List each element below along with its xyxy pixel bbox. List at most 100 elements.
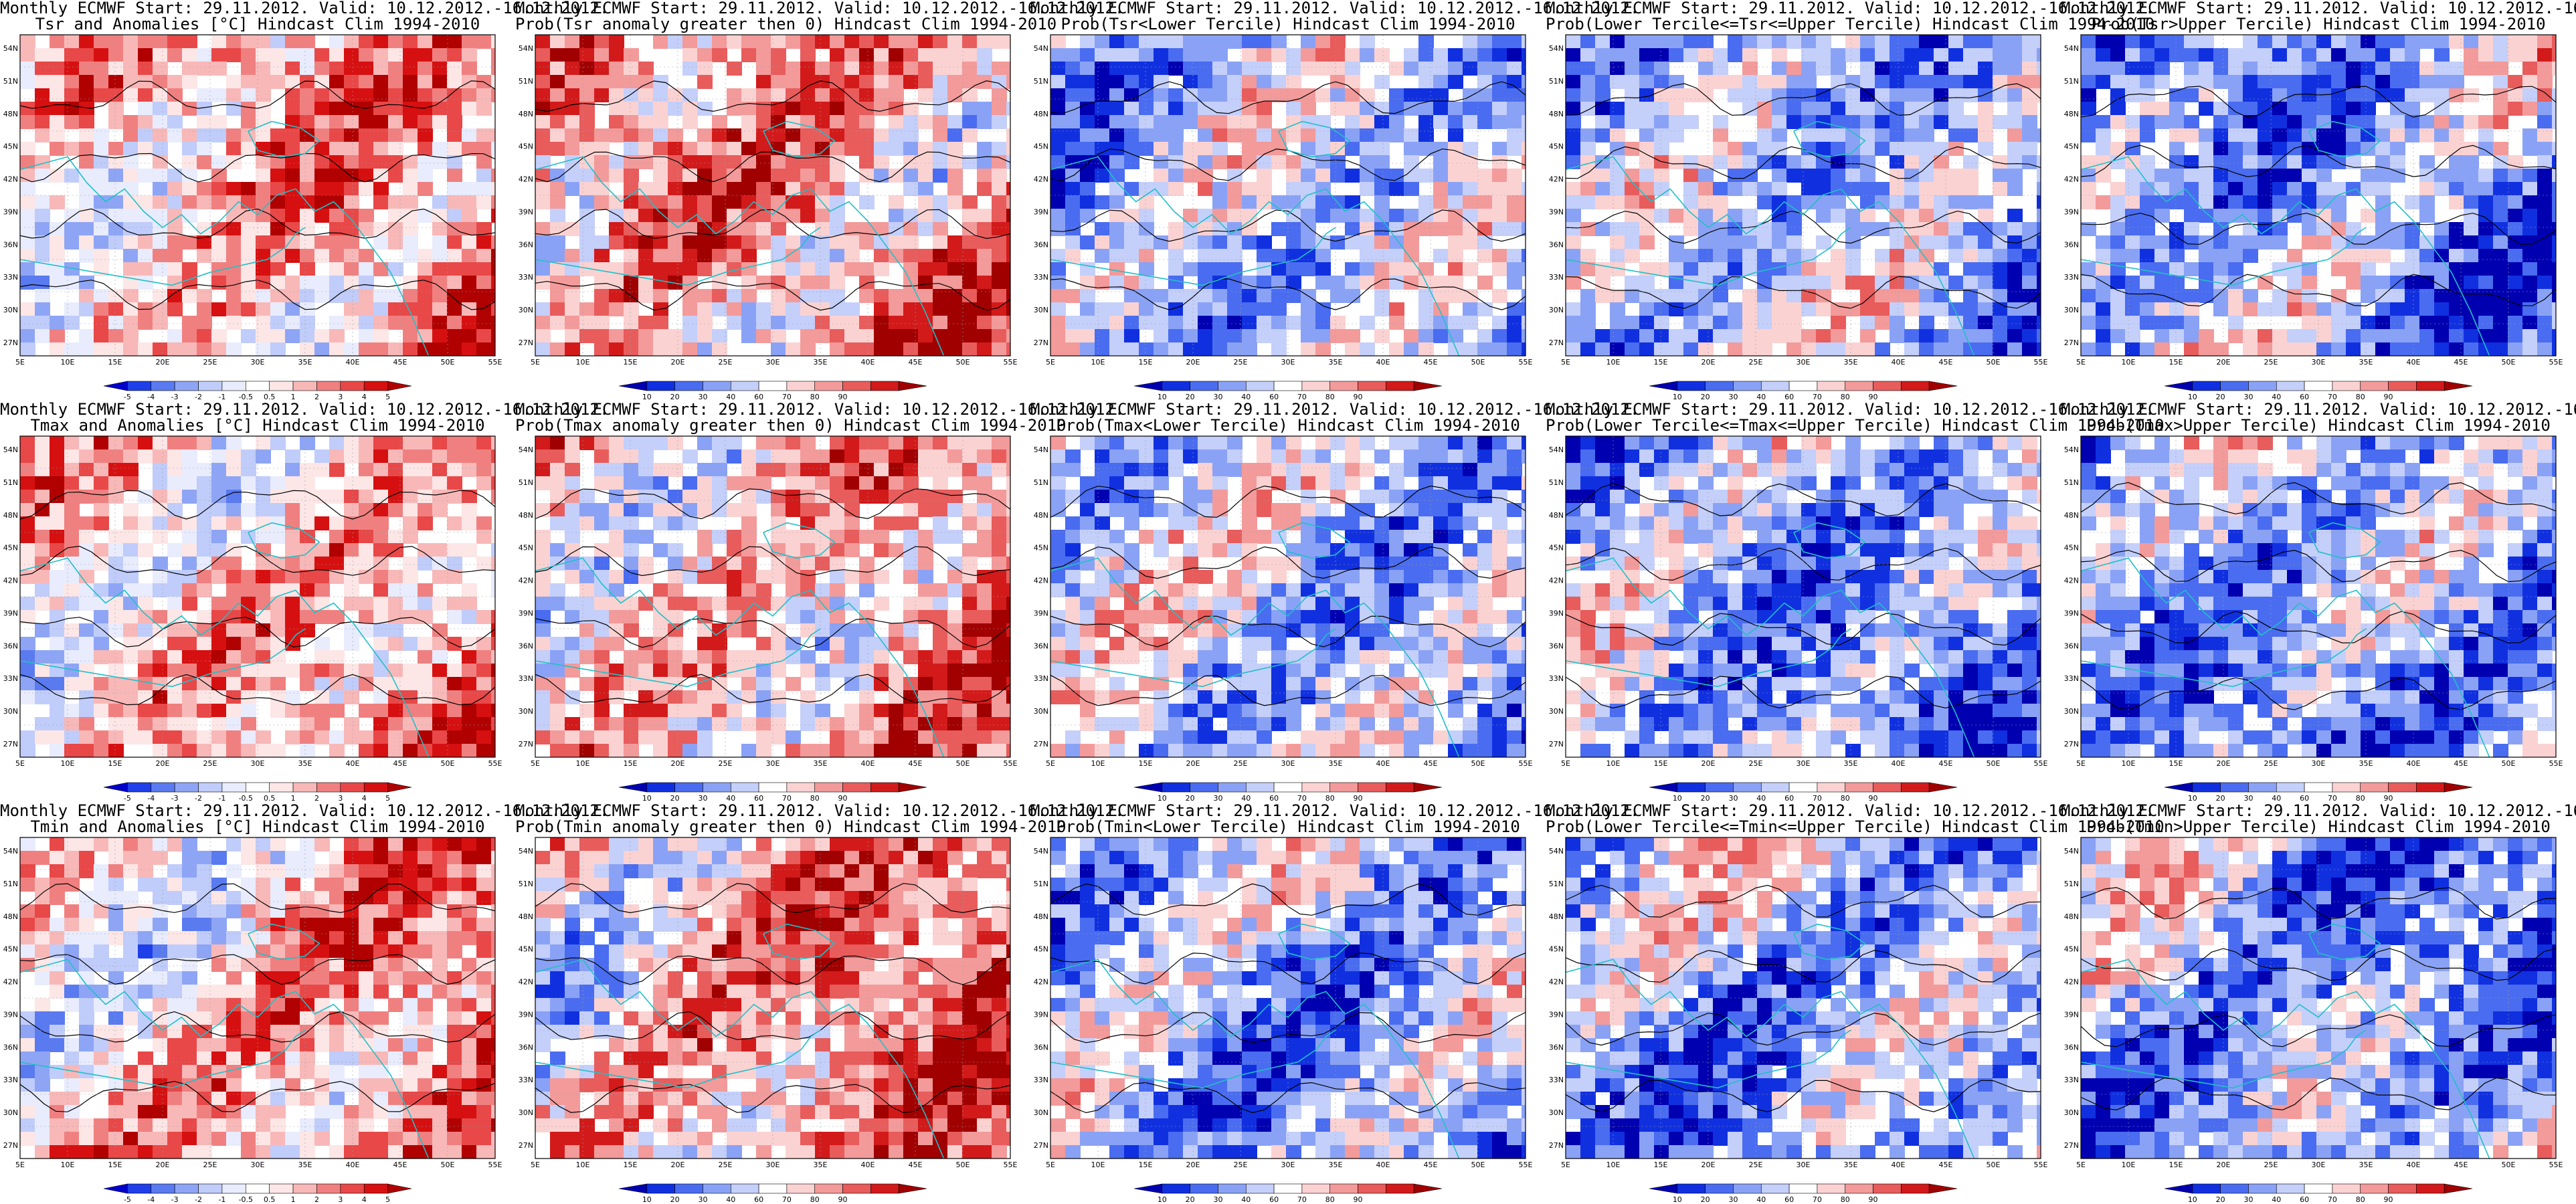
colorbar-label: 20 — [1186, 794, 1195, 803]
latitude-tick-label: 33N — [3, 674, 18, 683]
colorbar-label: 40 — [1241, 794, 1251, 803]
longitude-tick-label: 45E — [2454, 759, 2468, 768]
colorbar-label: 80 — [1325, 794, 1335, 803]
longitude-tick-label: 40E — [1376, 759, 1390, 768]
longitude-tick-label: 35E — [2359, 358, 2373, 367]
latitude-tick-label: 36N — [3, 1043, 18, 1051]
longitude-tick-label: 45E — [909, 1161, 923, 1169]
longitude-tick-label: 20E — [671, 1161, 685, 1169]
colorbar-label: 40 — [726, 794, 735, 803]
longitude-tick-label: 55E — [2549, 1161, 2563, 1169]
panel-title-line1: Monthly ECMWF Start: 29.11.2012. Valid: … — [1030, 0, 1640, 17]
longitude-tick-label: 55E — [2034, 759, 2048, 768]
colorbar-label: 30 — [1213, 794, 1222, 803]
map-svg: 54N 51N 48N 45N 42N 39N 36N 33N 30N 27N 5E 10E 15E 20… — [2064, 435, 2563, 803]
latitude-tick-label: 30N — [2064, 707, 2079, 716]
longitude-tick-label: 30E — [251, 358, 265, 367]
map-frame — [19, 435, 496, 758]
longitude-tick-label: 15E — [1139, 759, 1153, 768]
shaded-field — [20, 837, 495, 1159]
latitude-tick-label: 27N — [2064, 740, 2079, 748]
longitude-tick-label: 55E — [488, 358, 502, 367]
panel-title-line1: Monthly ECMWF Start: 29.11.2012. Valid: … — [0, 400, 610, 419]
colorbar-label: 40 — [1756, 1195, 1766, 1204]
longitude-tick-label: 40E — [1892, 1161, 1906, 1169]
latitude-tick-label: 33N — [519, 273, 533, 282]
latitude-tick-label: 42N — [2064, 577, 2079, 585]
longitude-tick-label: 40E — [1892, 759, 1906, 768]
latitude-tick-label: 42N — [2064, 175, 2079, 184]
map-svg: 54N 51N 48N 45N 42N 39N 36N 33N 30N 27N 5E 10E 15E 20… — [1034, 837, 1533, 1204]
latitude-tick-label: 45N — [2064, 142, 2079, 151]
map-svg: 54N 51N 48N 45N 42N 39N 36N 33N 30N 27N 5E 10E 15E 20… — [1549, 34, 2048, 401]
latitude-tick-label: 48N — [3, 511, 18, 520]
longitude-tick-label: 20E — [671, 358, 685, 367]
latitude-tick-label: 33N — [1549, 273, 1564, 282]
colorbar-label: 20 — [670, 393, 680, 401]
colorbar-label: 4 — [362, 1195, 367, 1204]
colorbar-label: 60 — [1269, 794, 1279, 803]
longitude-tick-label: 10E — [2122, 759, 2136, 768]
longitude-tick-label: 45E — [1424, 759, 1438, 768]
panel-title-line2: Prob(Lower Tercile<=Tmin<=Upper Tercile)… — [1546, 817, 2165, 836]
latitude-tick-label: 45N — [2064, 544, 2079, 553]
longitude-tick-label: 25E — [1749, 759, 1763, 768]
colorbar-label: 70 — [1297, 393, 1307, 401]
colorbar-label: 30 — [1213, 393, 1222, 401]
colorbar: 10 20 30 40 60 70 80 90 — [1133, 381, 1443, 401]
latitude-tick-label: 33N — [2064, 1076, 2079, 1084]
longitude-tick-label: 50E — [441, 358, 455, 367]
latitude-tick-label: 36N — [1034, 240, 1048, 249]
longitude-tick-label: 25E — [1234, 759, 1248, 768]
latitude-tick-label: 48N — [1549, 511, 1564, 520]
longitude-tick-label: 55E — [2549, 759, 2563, 768]
panel-title-line1: Monthly ECMWF Start: 29.11.2012. Valid: … — [1030, 801, 1640, 820]
colorbar-label: 3 — [338, 794, 343, 803]
longitude-tick-label: 30E — [1797, 759, 1811, 768]
latitude-tick-label: 42N — [1034, 175, 1048, 184]
longitude-tick-label: 35E — [298, 759, 312, 768]
panel-title-line2: Prob(Tmax<Lower Tercile) Hindcast Clim 1… — [1056, 416, 1520, 435]
latitude-tick-label: 36N — [3, 641, 18, 650]
latitude-tick-label: 39N — [2064, 609, 2079, 617]
longitude-tick-label: 20E — [2217, 358, 2231, 367]
longitude-tick-label: 40E — [1892, 358, 1906, 367]
colorbar-label: 90 — [1869, 1195, 1878, 1204]
colorbar-label: -0.5 — [239, 393, 253, 401]
colorbar-label: 90 — [1869, 393, 1878, 401]
map-panel: 54N 51N 48N 45N 42N 39N 36N 33N 30N 27N 5E 10E 15E 20… — [515, 803, 1124, 1204]
panel-title-line2: Prob(Tmax anomaly greater then 0) Hindca… — [515, 416, 1067, 435]
shaded-field — [1566, 436, 2041, 757]
longitude-tick-label: 35E — [1844, 759, 1858, 768]
latitude-tick-label: 27N — [3, 740, 18, 748]
longitude-tick-label: 10E — [1091, 759, 1105, 768]
shaded-field — [535, 35, 1010, 356]
panel-title-line2: Prob(Lower Tercile<=Tsr<=Upper Tercile) … — [1546, 15, 2155, 33]
longitude-tick-label: 25E — [2264, 759, 2278, 768]
map-panel: 54N 51N 48N 45N 42N 39N 36N 33N 30N 27N 5E 10E 15E 20… — [1546, 803, 2165, 1204]
colorbar-label: 80 — [1325, 393, 1335, 401]
longitude-tick-label: 5E — [1561, 1161, 1570, 1169]
colorbar-label: 40 — [1756, 794, 1766, 803]
colorbar-label: -4 — [147, 794, 155, 803]
map-svg: 54N 51N 48N 45N 42N 39N 36N 33N 30N 27N 5E 10E 15E 20… — [519, 34, 1018, 401]
panel-title-line2: Prob(Tsr>Upper Tercile) Hindcast Clim 19… — [2091, 15, 2546, 33]
colorbar-label: 30 — [1728, 393, 1738, 401]
latitude-tick-label: 54N — [3, 445, 18, 454]
longitude-tick-label: 5E — [1046, 759, 1055, 768]
latitude-tick-label: 51N — [1034, 478, 1048, 487]
colorbar-label: -1 — [218, 794, 225, 803]
colorbar-label: 20 — [2216, 794, 2225, 803]
colorbar-label: 20 — [2216, 393, 2225, 401]
colorbar-label: -3 — [171, 393, 179, 401]
latitude-tick-label: 30N — [519, 306, 533, 314]
map-panel: 54N 51N 48N 45N 42N 39N 36N 33N 30N 27N 5E 10E 15E 20… — [1030, 401, 1639, 803]
longitude-tick-label: 15E — [108, 759, 122, 768]
longitude-tick-label: 55E — [1004, 759, 1018, 768]
longitude-tick-label: 15E — [2169, 1161, 2183, 1169]
longitude-tick-label: 5E — [531, 759, 540, 768]
colorbar-label: 2 — [314, 393, 319, 401]
colorbar-label: -5 — [124, 794, 131, 803]
colorbar-label: 80 — [1841, 1195, 1850, 1204]
colorbar-label: 60 — [754, 393, 763, 401]
